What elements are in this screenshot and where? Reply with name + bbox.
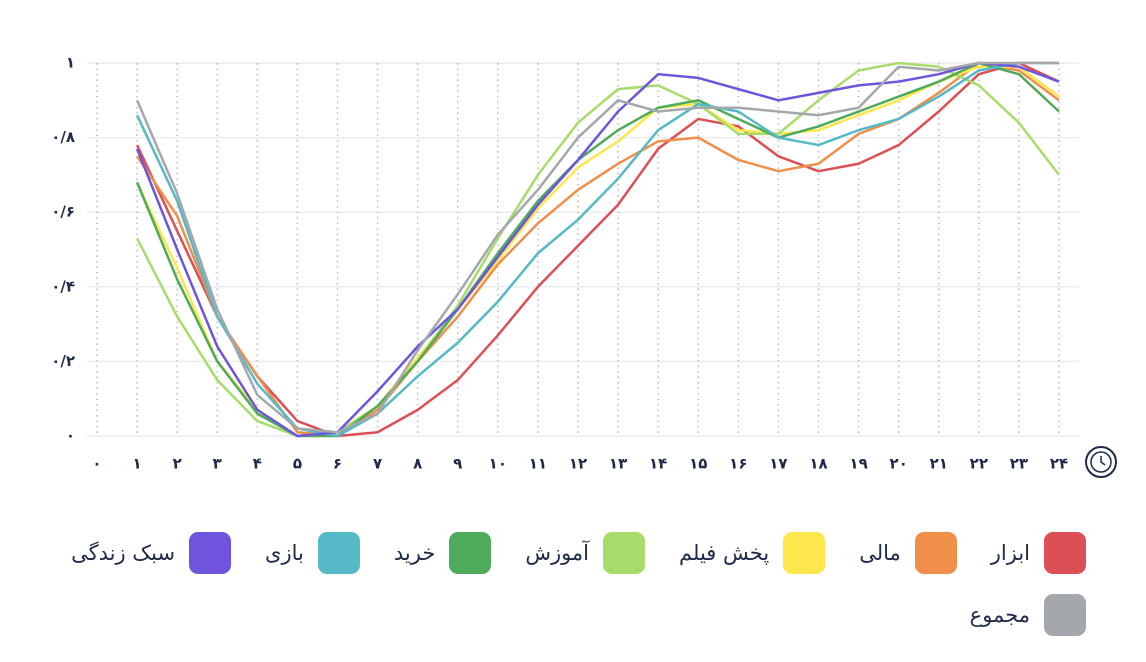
legend-swatch xyxy=(1044,532,1086,574)
x-tick-label: ۸ xyxy=(413,455,422,473)
x-tick-label: ۰ xyxy=(92,455,101,473)
legend-swatch xyxy=(783,532,826,574)
legend-label: بازی xyxy=(265,541,304,565)
series-line xyxy=(135,61,1059,434)
y-tick-label: ۰ xyxy=(66,427,75,445)
x-tick-label: ۴ xyxy=(253,455,262,473)
x-tick-label: ۱۱ xyxy=(529,455,547,473)
x-tick-label: ۲۲ xyxy=(970,455,988,473)
x-tick-label: ۱۵ xyxy=(689,455,707,473)
chart: ۰۰/۲۰/۴۰/۶۰/۸۱۰ ۱ ۲ ۳ ۴ ۵ ۶ ۷ ۸ ۹ ۱۰ ۱۱ ۱۲ ۱۳ ۱۴ ۱۵ ۱۶ ۱۷… xyxy=(51,54,1117,478)
x-tick-label: ۹ xyxy=(453,455,462,473)
x-tick-label: ۵ xyxy=(293,455,302,473)
legend-swatch xyxy=(1044,594,1086,636)
legend-item[interactable]: خرید xyxy=(393,532,492,574)
x-tick-label: ۲ xyxy=(173,455,182,473)
x-tick-label: ۱۶ xyxy=(729,455,747,473)
y-tick-label: ۰/۴ xyxy=(51,277,75,295)
legend-swatch xyxy=(449,532,492,574)
x-tick-label: ۱۲ xyxy=(569,455,587,473)
series-line xyxy=(135,61,1060,438)
legend-item[interactable]: ابزار xyxy=(991,532,1086,574)
x-tick-label: ۲۳ xyxy=(1010,455,1028,473)
legend-label: مجموع xyxy=(969,603,1030,627)
series-line xyxy=(135,61,1060,438)
y-tick-label: ۰/۶ xyxy=(51,203,75,221)
legend-item[interactable]: مجموع xyxy=(970,594,1086,636)
y-tick-label: ۱ xyxy=(66,54,75,72)
legend-label: سبک زندگی xyxy=(71,541,176,565)
series-line xyxy=(135,61,1059,438)
x-tick-label: ۳ xyxy=(213,455,222,473)
x-tick-label: ۶ xyxy=(333,455,342,473)
y-tick-label: ۰/۸ xyxy=(51,128,75,146)
y-tick-label: ۰/۲ xyxy=(51,352,75,370)
x-tick-label: ۲۴ xyxy=(1050,455,1068,473)
legend-label: ابزار xyxy=(990,541,1030,565)
legend: ابزار مالی پخش فیلم آموزش خرید بازی سبک زندگی م… xyxy=(30,532,1086,636)
legend-item[interactable]: مالی xyxy=(859,532,957,574)
legend-label: پخش فیلم xyxy=(679,541,770,565)
legend-swatch xyxy=(189,532,232,574)
x-tick-label: ۱۰ xyxy=(489,455,507,473)
x-tick-label: ۱ xyxy=(133,455,142,473)
x-tick-label: ۲۰ xyxy=(890,455,908,473)
legend-item[interactable]: پخش فیلم xyxy=(679,532,826,574)
series-line xyxy=(135,65,1060,438)
x-tick-label: ۱۳ xyxy=(609,455,627,473)
legend-item[interactable]: بازی xyxy=(265,532,360,574)
x-tick-label: ۱۷ xyxy=(769,455,787,473)
legend-label: آموزش xyxy=(525,541,590,565)
legend-item[interactable]: آموزش xyxy=(525,532,646,574)
clock-icon xyxy=(1085,446,1117,478)
x-tick-label: ۲۱ xyxy=(930,455,948,473)
x-tick-label: ۷ xyxy=(373,455,382,473)
legend-label: مالی xyxy=(859,541,901,565)
legend-swatch xyxy=(914,532,957,574)
legend-item[interactable]: سبک زندگی xyxy=(71,532,232,574)
x-tick-label: ۱۸ xyxy=(809,455,827,473)
legend-swatch xyxy=(603,532,646,574)
legend-swatch xyxy=(317,532,360,574)
legend-label: خرید xyxy=(393,541,436,565)
x-tick-label: ۱۹ xyxy=(849,455,867,473)
x-tick-label: ۱۴ xyxy=(649,455,667,473)
